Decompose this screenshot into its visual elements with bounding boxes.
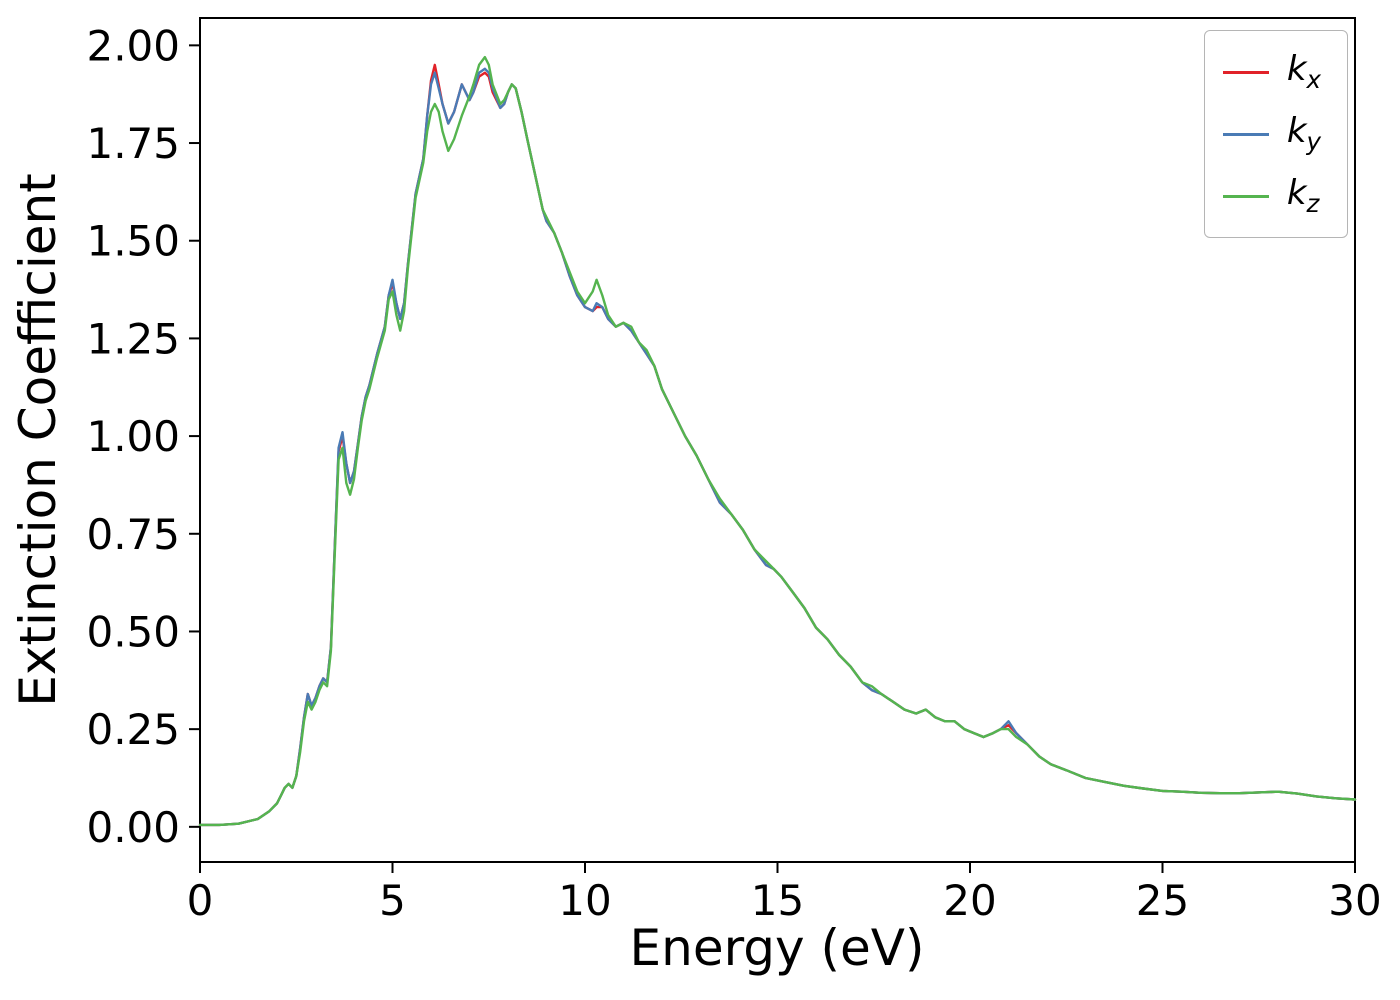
y-tick-label: 1.25 xyxy=(86,314,180,363)
y-tick-label: 0.75 xyxy=(86,510,180,559)
series-line-kz xyxy=(198,55,1357,827)
legend-entry-kx: kx xyxy=(1222,41,1321,103)
x-tick-label: 10 xyxy=(558,876,611,925)
x-axis-label: Energy (eV) xyxy=(629,919,925,977)
x-tick-label: 25 xyxy=(1136,876,1189,925)
legend-label-ky: ky xyxy=(1286,110,1321,156)
legend-line-sample-ky xyxy=(1222,132,1269,136)
legend-entry-kz: kz xyxy=(1222,165,1321,227)
y-tick-label: 1.00 xyxy=(86,412,180,461)
y-axis-label: Extinction Coefficient xyxy=(9,173,67,707)
y-tick-label: 2.00 xyxy=(86,21,180,70)
legend-line-sample-kx xyxy=(1222,70,1269,74)
y-tick-label: 0.00 xyxy=(86,803,180,852)
series-line-kx xyxy=(198,63,1357,827)
y-tick-label: 1.75 xyxy=(86,119,180,168)
x-tick-label: 0 xyxy=(187,876,214,925)
legend-label-kz: kz xyxy=(1286,172,1320,218)
x-tick-label: 30 xyxy=(1328,876,1381,925)
legend-entry-ky: ky xyxy=(1222,103,1321,165)
x-tick-label: 20 xyxy=(943,876,996,925)
y-tick-label: 0.50 xyxy=(86,607,180,656)
legend-line-sample-kz xyxy=(1222,194,1269,198)
axes-frame xyxy=(199,17,1356,863)
y-tick-label: 0.25 xyxy=(86,705,180,754)
y-tick-label: 1.50 xyxy=(86,217,180,266)
x-tick-label: 5 xyxy=(379,876,406,925)
series-line-ky xyxy=(198,67,1357,827)
legend: kx ky kz xyxy=(1203,30,1348,238)
legend-label-kx: kx xyxy=(1286,48,1321,94)
x-tick-label: 15 xyxy=(751,876,804,925)
